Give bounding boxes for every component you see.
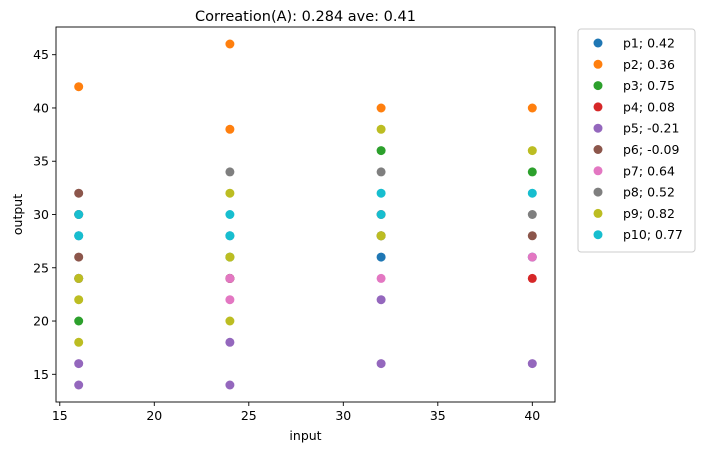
x-tick-label: 15 xyxy=(52,408,68,423)
legend-label: p1; 0.42 xyxy=(623,36,675,51)
legend-label: p9; 0.82 xyxy=(623,206,675,221)
legend-marker xyxy=(593,145,603,154)
legend-marker xyxy=(593,38,603,48)
data-point-p5-7 xyxy=(527,359,537,369)
legend-marker xyxy=(593,123,603,133)
data-point-p6-5 xyxy=(527,231,537,241)
y-tick-label: 35 xyxy=(33,154,49,169)
x-tick-label: 30 xyxy=(335,408,351,423)
data-point-p10-4 xyxy=(225,231,235,241)
data-point-p10-2 xyxy=(74,231,84,241)
legend-label: p4; 0.08 xyxy=(623,99,675,114)
x-tick-label: 25 xyxy=(241,408,257,423)
data-point-p2-1 xyxy=(74,82,84,92)
y-tick-label: 15 xyxy=(33,367,49,382)
data-point-p5-1 xyxy=(74,359,84,369)
data-point-p10-7 xyxy=(527,188,537,198)
data-point-p8-3 xyxy=(376,167,386,177)
data-point-p4-4 xyxy=(527,273,537,283)
data-point-p10-5 xyxy=(376,188,386,198)
data-point-p9-4 xyxy=(225,188,235,198)
chart-title: Correation(A): 0.284 ave: 0.41 xyxy=(195,9,416,25)
y-axis-label: output xyxy=(10,194,25,235)
data-point-p2-3 xyxy=(225,124,235,134)
x-tick-label: 35 xyxy=(430,408,446,423)
data-point-p2-2 xyxy=(225,39,235,49)
data-point-p9-2 xyxy=(74,337,84,347)
y-tick-label: 45 xyxy=(33,47,49,62)
data-point-p3-4 xyxy=(376,146,386,156)
y-tick-label: 25 xyxy=(33,260,49,275)
y-tick-label: 40 xyxy=(33,100,49,115)
data-point-p5-4 xyxy=(225,380,235,390)
data-point-p1-5 xyxy=(376,252,386,262)
legend-label: p5; -0.21 xyxy=(623,121,679,136)
legend-label: p8; 0.52 xyxy=(623,185,675,200)
data-point-p3-1 xyxy=(74,316,84,326)
legend-label: p10; 0.77 xyxy=(623,227,683,242)
legend-marker xyxy=(593,187,603,197)
data-point-p5-6 xyxy=(376,359,386,369)
data-point-p7-3 xyxy=(225,273,235,283)
data-point-p9-3 xyxy=(74,273,84,283)
data-point-p2-4 xyxy=(376,103,386,113)
data-point-p3-6 xyxy=(527,167,537,177)
data-point-p5-3 xyxy=(225,337,235,347)
data-point-p9-5 xyxy=(225,252,235,262)
data-point-p9-8 xyxy=(376,231,386,241)
data-point-p2-5 xyxy=(527,103,537,113)
data-point-p10-6 xyxy=(376,210,386,219)
data-point-p8-2 xyxy=(225,167,235,177)
data-point-p5-5 xyxy=(376,295,386,305)
legend-label: p3; 0.75 xyxy=(623,78,675,93)
legend-marker xyxy=(593,59,603,69)
data-point-p7-2 xyxy=(225,295,235,305)
y-axis: 15 20 25 30 35 40 45 xyxy=(33,47,56,382)
data-point-p7-5 xyxy=(527,252,537,262)
data-point-p9-1 xyxy=(74,295,84,305)
x-tick-label: 20 xyxy=(146,408,162,423)
x-axis-label: input xyxy=(289,428,321,443)
legend-frame xyxy=(577,28,696,253)
x-tick-label: 40 xyxy=(524,408,540,423)
legend-label: p6; -0.09 xyxy=(623,142,679,157)
x-axis: 15 20 25 30 35 40 xyxy=(52,402,540,423)
y-tick-label: 30 xyxy=(33,207,49,222)
legend: p1; 0.42 p2; 0.36 p3; 0.75 p4; 0.08 p5; -0.2… xyxy=(577,28,696,253)
legend-label: p7; 0.64 xyxy=(623,163,675,178)
legend-label: p2; 0.36 xyxy=(623,57,675,72)
legend-marker xyxy=(593,166,603,176)
legend-marker xyxy=(593,102,603,112)
data-point-p6-2 xyxy=(74,252,84,262)
data-point-p9-9 xyxy=(527,146,537,156)
plot-points xyxy=(74,39,537,390)
legend-marker xyxy=(593,81,603,91)
data-point-p7-4 xyxy=(376,273,386,283)
y-tick-label: 20 xyxy=(33,314,49,329)
data-point-p6-1 xyxy=(74,188,84,198)
data-point-p9-6 xyxy=(225,316,235,326)
data-point-p9-7 xyxy=(376,124,386,134)
legend-marker xyxy=(593,230,603,240)
plot-frame xyxy=(55,26,556,403)
data-point-p10-3 xyxy=(225,210,235,219)
legend-marker xyxy=(593,208,603,218)
data-point-p8-4 xyxy=(527,210,537,219)
data-point-p5-2 xyxy=(74,380,84,390)
data-point-p10-1 xyxy=(74,210,84,219)
